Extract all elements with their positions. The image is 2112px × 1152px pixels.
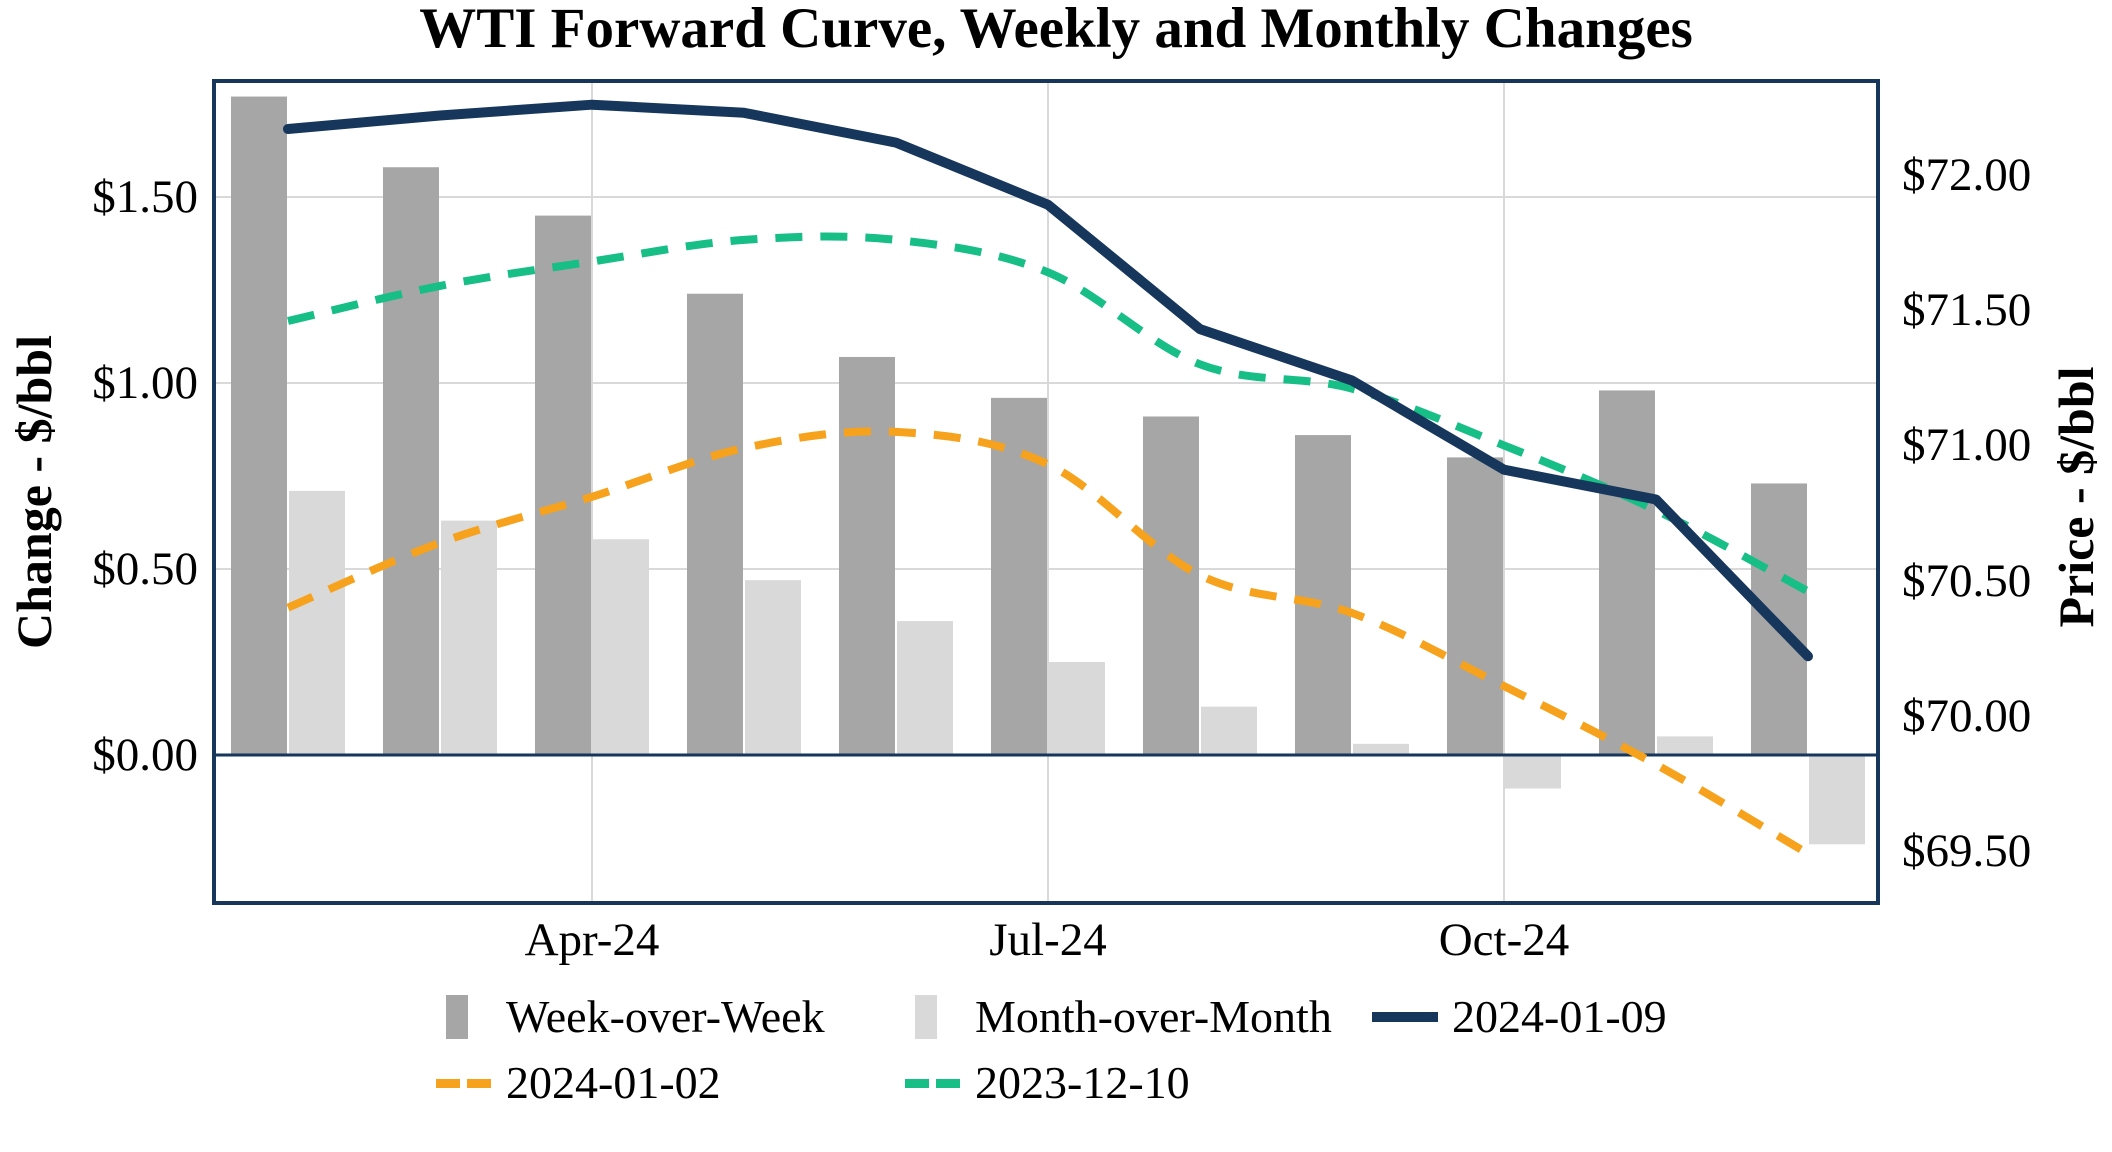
left-tick-100: $1.00 <box>92 357 198 409</box>
legend-mom-label: Month-over-Month <box>975 991 1332 1042</box>
wow-bar <box>535 215 591 756</box>
series-2024-01-02 <box>286 427 1811 858</box>
line-2024-01-09 <box>283 99 1813 662</box>
mom-bar <box>1809 755 1865 845</box>
legend-line-2024-01-02-dash2 <box>467 1079 491 1088</box>
chart-title: WTI Forward Curve, Weekly and Monthly Ch… <box>419 0 1693 60</box>
right-tick-6950: $69.50 <box>1902 825 2032 877</box>
wow-bar <box>1447 457 1503 755</box>
left-tick-150: $1.50 <box>92 171 198 223</box>
legend-wow-swatch <box>446 995 468 1039</box>
mom-bar <box>289 490 345 755</box>
right-tick-7050: $70.50 <box>1902 555 2032 607</box>
right-tick-7100: $71.00 <box>1902 419 2032 471</box>
left-axis-title: Change - $/bbl <box>6 335 62 649</box>
legend-line-2024-01-09-label: 2024-01-09 <box>1452 991 1667 1042</box>
legend-line-2023-12-10-dash2 <box>936 1079 960 1088</box>
line-2024-01-02 <box>286 427 1811 858</box>
x-tick-apr24: Apr-24 <box>524 914 660 966</box>
legend-line-2023-12-10-dash1 <box>905 1079 929 1088</box>
left-tick-050: $0.50 <box>92 543 198 595</box>
legend-wow-label: Week-over-Week <box>506 991 825 1042</box>
mom-bar <box>1049 662 1105 755</box>
wow-bar <box>1599 390 1655 755</box>
series-2023-12-10 <box>287 232 1810 595</box>
mom-bars <box>289 490 1865 845</box>
mom-bar <box>1505 755 1561 789</box>
left-tick-000: $0.00 <box>92 729 198 781</box>
wow-bar <box>1295 435 1351 755</box>
wow-bar <box>839 356 895 755</box>
plot-frame <box>212 79 1880 905</box>
right-axis-title: Price - $/bbl <box>2048 366 2104 628</box>
right-tick-7150: $71.50 <box>1902 284 2032 336</box>
x-tick-jul24: Jul-24 <box>989 914 1107 966</box>
legend-line-2024-01-09-swatch <box>1372 1012 1438 1022</box>
mom-bar <box>745 580 801 755</box>
x-tick-oct24: Oct-24 <box>1438 914 1570 966</box>
mom-bar <box>593 539 649 755</box>
mom-bar <box>1201 706 1257 755</box>
frame-rect <box>212 79 1880 905</box>
mom-bar <box>441 520 497 755</box>
mom-bar <box>1657 736 1713 755</box>
line-2023-12-10 <box>287 232 1810 595</box>
wow-bar <box>383 167 439 756</box>
legend-line-2024-01-02-dash1 <box>436 1079 460 1088</box>
wow-bar <box>991 397 1047 755</box>
legend-line-2023-12-10-label: 2023-12-10 <box>975 1057 1190 1108</box>
wow-bar <box>231 96 287 755</box>
right-tick-7200: $72.00 <box>1902 149 2032 201</box>
legend-line-2024-01-02-label: 2024-01-02 <box>506 1057 721 1108</box>
legend-mom-swatch <box>915 995 937 1039</box>
wow-bars <box>231 96 1807 756</box>
right-tick-7000: $70.00 <box>1902 690 2032 742</box>
mom-bar <box>897 621 953 755</box>
mom-bar <box>1353 743 1409 755</box>
series-2024-01-09 <box>283 99 1813 662</box>
wow-bar <box>687 293 743 755</box>
wow-bar <box>1143 416 1199 755</box>
